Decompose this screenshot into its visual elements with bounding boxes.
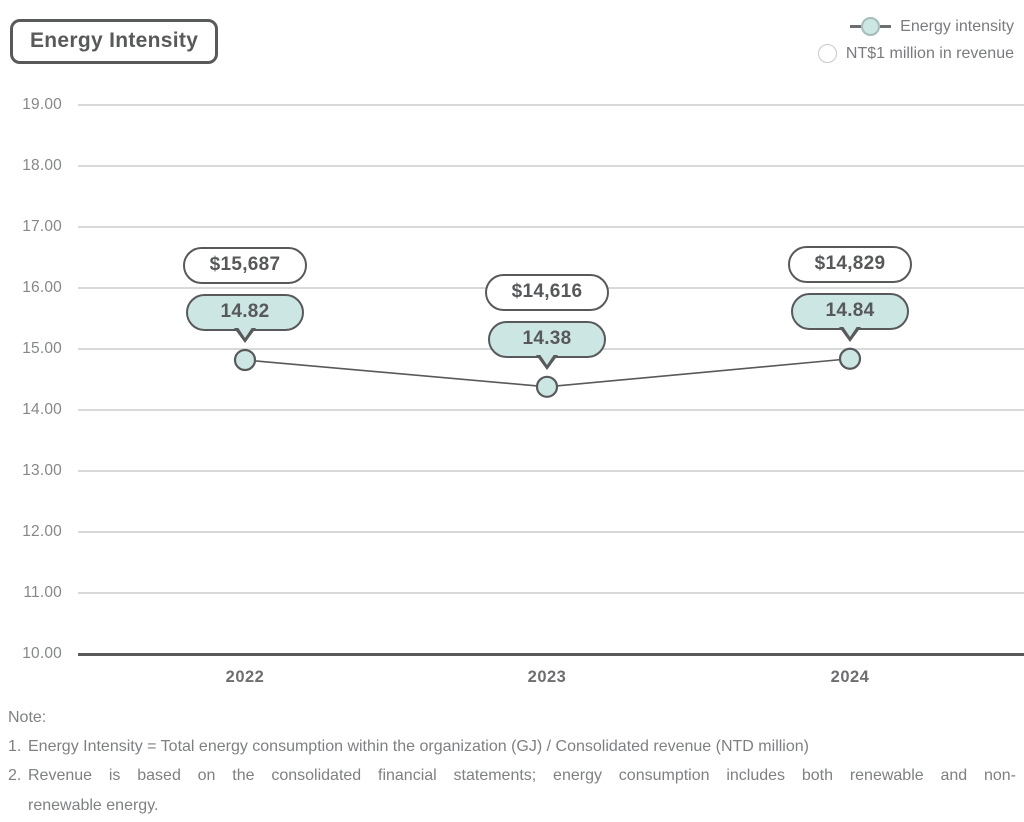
gridline [78,470,1024,472]
data-group-2023: $14,616 14.38 [485,273,609,358]
revenue-value-2023: $14,616 [511,281,583,303]
y-axis-tick-label: 12.00 [22,523,62,540]
y-axis-tick-label: 15.00 [22,340,62,357]
line-circle-marker-icon [850,17,892,36]
data-group-2024: $14,829 14.84 [788,245,912,330]
chart-legend: Energy intensity NT$1 million in revenue [817,17,1014,63]
intensity-callout-2023: 14.38 [488,320,606,358]
y-axis-tick-label: 18.00 [22,157,62,174]
chart-title: Energy Intensity [30,29,199,52]
white-circle-icon [817,44,837,63]
note-item-1: 1. Energy Intensity = Total energy consu… [8,737,1016,756]
note-item-2: 2. Revenue is based on the consolidated … [8,766,1016,785]
note-heading: Note: [8,709,47,726]
legend-item-revenue: NT$1 million in revenue [817,44,1014,63]
gridline [78,104,1024,106]
intensity-value-2024: 14.84 [825,300,875,322]
gridline [78,409,1024,411]
x-axis-label-2022: 2022 [225,668,265,686]
teal-circle-icon [861,17,881,36]
x-axis-label-2023: 2023 [527,668,567,686]
gridline [78,652,1024,656]
revenue-callout-2022: $15,687 [183,246,307,284]
gridline [78,531,1024,533]
legend-item-energy-intensity: Energy intensity [850,17,1014,36]
y-axis-tick-label: 11.00 [23,584,62,601]
note-section: Note: 1. Energy Intensity = Total energy… [8,708,1016,815]
gridline [78,592,1024,594]
y-axis-tick-label: 10.00 [22,645,62,662]
data-point-marker [233,348,257,372]
note-item-1-text: Energy Intensity = Total energy consumpt… [28,738,809,756]
data-point-marker [535,375,559,398]
revenue-value-2022: $15,687 [209,254,281,276]
intensity-value-2023: 14.38 [522,328,572,350]
note-item-2-number: 2. [8,767,22,785]
y-axis-tick-label: 13.00 [22,462,62,479]
y-axis-tick-label: 19.00 [22,96,62,113]
note-item-2-text: Revenue is based on the consolidated fin… [28,767,1016,785]
legend-line-segment [880,25,892,28]
chart-title-box: Energy Intensity [10,19,219,64]
revenue-callout-2024: $14,829 [788,245,912,283]
data-group-2022: $15,687 14.82 [183,246,307,331]
y-axis-tick-label: 14.00 [22,401,62,418]
note-item-2-continuation: renewable energy. [28,796,159,814]
data-point-marker [838,347,862,370]
note-item-1-number: 1. [8,738,22,756]
gridline [78,226,1024,228]
legend-line-segment [850,25,862,28]
legend-label-revenue: NT$1 million in revenue [845,44,1014,62]
x-axis-label-2024: 2024 [830,668,870,686]
intensity-value-2022: 14.82 [220,301,270,323]
legend-label-energy-intensity: Energy intensity [900,17,1014,35]
gridline [78,165,1024,167]
intensity-callout-2024: 14.84 [791,292,909,330]
intensity-callout-2022: 14.82 [186,293,304,331]
revenue-callout-2023: $14,616 [485,273,609,311]
revenue-value-2024: $14,829 [814,253,886,275]
y-axis-tick-label: 16.00 [22,279,62,296]
y-axis-tick-label: 17.00 [22,218,62,235]
